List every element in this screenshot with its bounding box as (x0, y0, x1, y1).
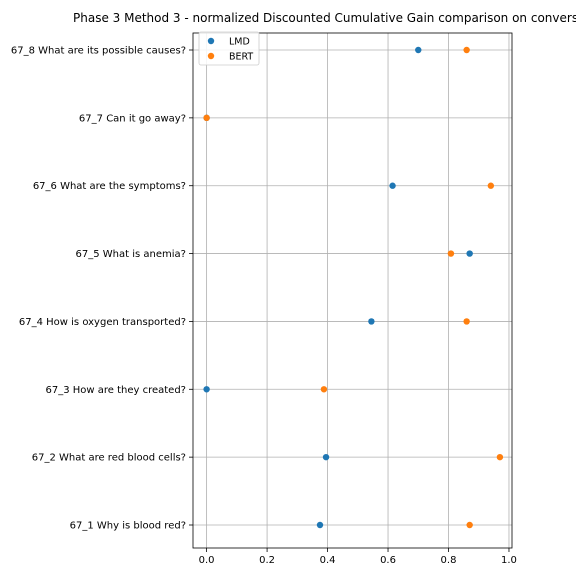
y-tick-label: 67_5 What is anemia? (76, 249, 186, 260)
point-bert (487, 182, 495, 189)
chart-title: Phase 3 Method 3 - normalized Discounted… (73, 11, 576, 25)
point-bert (463, 318, 470, 325)
data-points (203, 46, 504, 529)
y-tick-label: 67_1 Why is blood red? (70, 521, 186, 532)
legend: LMD BERT (198, 31, 260, 66)
point-lmd (368, 318, 375, 325)
point-lmd (466, 250, 473, 257)
y-axis: 67_1 Why is blood red? 67_2 What are red … (11, 46, 193, 532)
plot-frame (192, 32, 513, 549)
point-bert (496, 453, 504, 461)
plot-axes (192, 32, 513, 549)
x-tick-label: 0.6 (380, 555, 396, 566)
y-tick-label: 67_8 What are its possible causes? (11, 46, 186, 57)
legend-marker-lmd (207, 37, 215, 45)
x-tick-label: 0.8 (441, 555, 457, 566)
point-lmd (415, 46, 422, 54)
point-bert (463, 46, 470, 54)
point-lmd (316, 521, 324, 529)
x-tick-label: 0.0 (199, 555, 215, 566)
point-lmd (322, 453, 330, 461)
legend-marker-bert (207, 52, 215, 60)
grid-lines (193, 33, 512, 548)
point-bert (203, 114, 210, 122)
x-axis: 0.0 0.2 0.4 0.6 0.8 1.0 (199, 548, 517, 566)
x-tick-label: 1.0 (501, 555, 517, 566)
y-tick-label: 67_2 What are red blood cells? (32, 453, 186, 464)
y-tick-label: 67_4 How is oxygen transported? (19, 317, 186, 328)
y-tick-label: 67_6 What are the symptoms? (33, 181, 186, 192)
point-bert (447, 250, 455, 257)
y-tick-label: 67_3 How are they created? (45, 385, 186, 396)
legend-label-bert: BERT (229, 52, 253, 63)
point-bert (466, 521, 473, 529)
x-tick-label: 0.4 (320, 555, 336, 566)
point-bert (320, 386, 328, 393)
x-tick-label: 0.2 (259, 555, 275, 566)
point-lmd (389, 182, 396, 189)
point-lmd (203, 386, 210, 393)
legend-label-lmd: LMD (229, 37, 250, 48)
y-tick-label: 67_7 Can it go away? (79, 113, 186, 124)
